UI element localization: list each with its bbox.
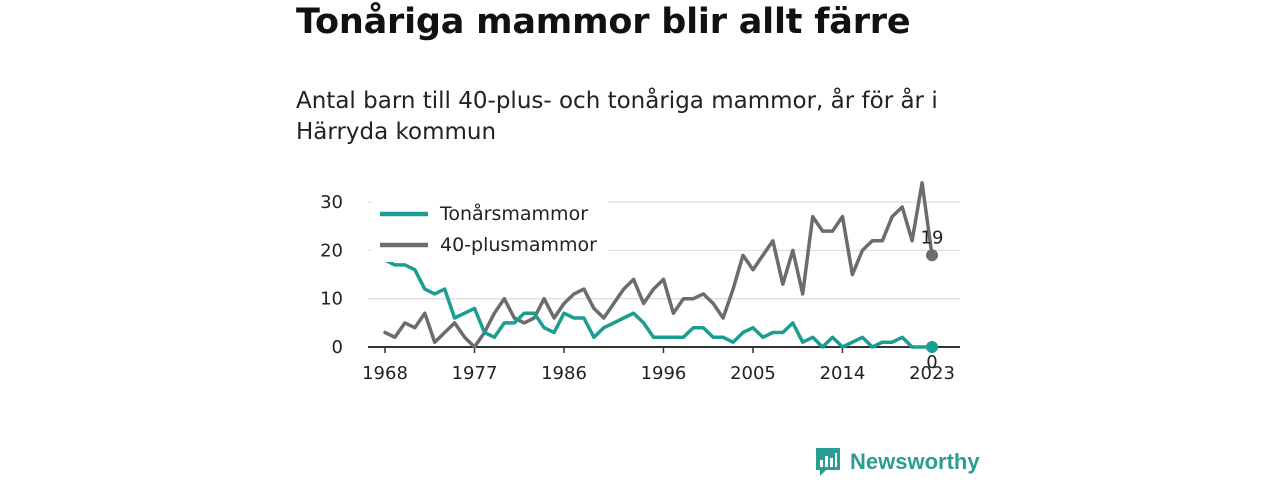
x-tick-label: 1977 — [452, 363, 498, 384]
x-tick-label: 1968 — [362, 363, 408, 384]
end-value-label: 0 — [926, 352, 937, 373]
x-tick-label: 2023 — [909, 363, 955, 384]
legend-label: Tonårsmammor — [439, 202, 588, 225]
brand-name: Newsworthy — [850, 449, 980, 474]
legend-box — [372, 196, 608, 262]
end-point — [926, 341, 938, 353]
y-tick-label: 0 — [332, 337, 343, 358]
end-value-label: 19 — [921, 227, 944, 248]
y-tick-label: 10 — [320, 289, 343, 310]
y-tick-label: 20 — [320, 240, 343, 261]
x-tick-label: 2014 — [820, 363, 866, 384]
bar-chart-logo-icon — [816, 448, 840, 476]
newsworthy-logo[interactable]: Newsworthy — [814, 446, 980, 478]
legend-label: 40-plusmammor — [440, 234, 597, 256]
y-tick-label: 30 — [320, 192, 343, 213]
series-line — [383, 258, 934, 349]
chart-title: Tonåriga mammor blir allt färre — [296, 2, 911, 42]
end-point — [926, 249, 938, 262]
x-tick-label: 1986 — [541, 363, 587, 384]
x-tick-label: 2005 — [730, 363, 776, 384]
series-line — [383, 181, 934, 349]
x-tick-label: 1996 — [641, 363, 687, 384]
chart-subtitle: Antal barn till 40-plus- och tonåriga ma… — [296, 88, 938, 145]
